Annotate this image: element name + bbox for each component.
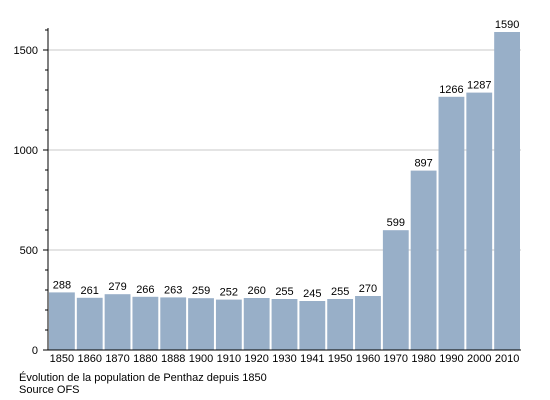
bar-1860 xyxy=(76,297,103,350)
bar-1970 xyxy=(382,230,409,350)
value-label-2000: 1287 xyxy=(467,80,491,92)
x-tick-label-2010: 2010 xyxy=(495,353,519,365)
value-label-1970: 599 xyxy=(387,217,405,229)
value-label-1960: 270 xyxy=(359,283,377,295)
x-tick-label-1850: 1850 xyxy=(50,353,74,365)
bar-1990 xyxy=(438,96,465,350)
y-tick-label-0: 0 xyxy=(32,345,38,357)
y-tick-label-1000: 1000 xyxy=(14,145,38,157)
x-tick-label-1941: 1941 xyxy=(300,353,324,365)
x-tick-label-1930: 1930 xyxy=(272,353,296,365)
x-tick-label-1910: 1910 xyxy=(217,353,241,365)
value-label-1930: 255 xyxy=(275,286,293,298)
value-label-1860: 261 xyxy=(81,285,99,297)
value-label-2010: 1590 xyxy=(495,19,519,31)
bar-1980 xyxy=(410,170,437,350)
x-tick-label-2000: 2000 xyxy=(467,353,491,365)
bar-1950 xyxy=(327,299,354,350)
x-tick-label-1970: 1970 xyxy=(384,353,408,365)
bar-2010 xyxy=(494,32,520,350)
value-label-1870: 279 xyxy=(108,281,126,293)
axes xyxy=(43,28,521,351)
bar-1900 xyxy=(188,298,214,350)
x-tick-label-1960: 1960 xyxy=(356,353,380,365)
bar-1941 xyxy=(299,301,326,350)
x-tick-label-1870: 1870 xyxy=(105,353,129,365)
bar-1910 xyxy=(215,299,242,350)
bar-1960 xyxy=(355,296,381,350)
x-tick-label-1860: 1860 xyxy=(77,353,101,365)
value-label-1950: 255 xyxy=(331,286,349,298)
value-label-1990: 1266 xyxy=(439,84,463,96)
y-tick-label-500: 500 xyxy=(20,245,38,257)
value-label-1850: 288 xyxy=(53,279,71,291)
x-tick-label-1950: 1950 xyxy=(328,353,352,365)
x-tick-label-1880: 1880 xyxy=(133,353,157,365)
x-tick-label-1990: 1990 xyxy=(439,353,463,365)
chart-source: Source OFS xyxy=(19,384,80,396)
bar-1920 xyxy=(243,298,270,350)
value-label-1880: 266 xyxy=(136,284,154,296)
bar-2000 xyxy=(466,92,493,350)
value-label-1980: 897 xyxy=(414,158,432,170)
value-label-1910: 252 xyxy=(220,287,238,299)
y-tick-label-1500: 1500 xyxy=(14,45,38,57)
bar-1930 xyxy=(271,299,298,350)
bar-1888 xyxy=(160,297,187,350)
x-tick-label-1920: 1920 xyxy=(244,353,268,365)
bar-1880 xyxy=(132,296,159,350)
x-tick-label-1900: 1900 xyxy=(189,353,213,365)
x-tick-label-1980: 1980 xyxy=(411,353,435,365)
value-label-1900: 259 xyxy=(192,285,210,297)
x-tick-label-1888: 1888 xyxy=(161,353,185,365)
bars xyxy=(49,32,520,350)
labels: 0 500 1000 1500 288 1850 261 1860 279 1870 266 1880… xyxy=(14,19,520,365)
value-label-1920: 260 xyxy=(247,285,265,297)
value-label-1941: 245 xyxy=(303,288,321,300)
bar-1870 xyxy=(104,294,131,350)
value-label-1888: 263 xyxy=(164,284,182,296)
chart-caption: Évolution de la population de Penthaz de… xyxy=(19,372,267,384)
bar-1850 xyxy=(49,292,75,350)
